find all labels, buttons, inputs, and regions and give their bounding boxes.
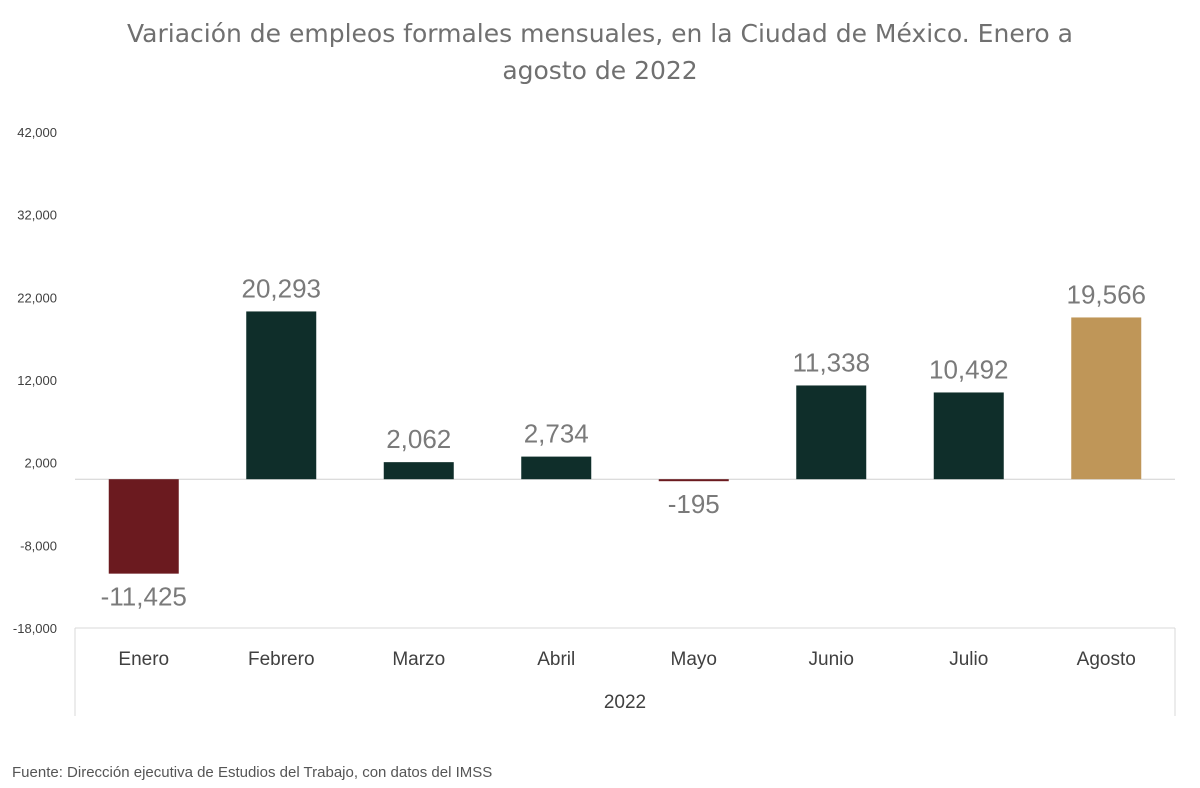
bar-julio (933, 392, 1004, 480)
bar-agosto (1071, 317, 1142, 480)
bar-abril (521, 456, 592, 480)
data-label-enero: -11,425 (101, 582, 187, 612)
y-tick-label: 22,000 (17, 290, 57, 305)
y-tick-label: -18,000 (13, 621, 57, 636)
y-tick-label: 42,000 (17, 125, 57, 140)
x-group-label: 2022 (604, 692, 646, 713)
chart-title-line: agosto de 2022 (502, 56, 697, 85)
bars (108, 311, 1142, 574)
x-axis: Enero Febrero Marzo Abril Mayo Junio Julio Agos… (74, 627, 1176, 716)
data-label-febrero: 20,293 (241, 273, 321, 303)
bar-enero (108, 479, 179, 574)
bar-junio (796, 385, 867, 480)
y-tick-label: -8,000 (20, 538, 57, 553)
data-label-marzo: 2,062 (386, 424, 451, 454)
x-tick-label: Mayo (671, 649, 717, 670)
data-label-junio: 11,338 (792, 347, 870, 377)
data-label-julio: 10,492 (929, 354, 1009, 384)
y-tick-label: 12,000 (17, 373, 57, 388)
y-tick-label: 2,000 (24, 456, 57, 471)
y-axis: 42,000 32,000 22,000 12,000 2,000 -8,000 -18,0… (13, 125, 1175, 636)
x-tick-label: Enero (118, 649, 169, 670)
x-tick-label: Agosto (1077, 649, 1136, 670)
y-tick-label: 32,000 (17, 208, 57, 223)
chart-title: Variación de empleos formales mensuales,… (127, 19, 1073, 85)
data-label-agosto: 19,566 (1066, 279, 1146, 309)
x-tick-label: Marzo (392, 649, 445, 670)
x-tick-label: Abril (537, 649, 575, 670)
x-tick-label: Febrero (248, 649, 315, 670)
data-label-mayo: -195 (668, 489, 720, 519)
x-tick-label: Junio (809, 649, 854, 670)
bar-marzo (383, 462, 454, 480)
chart-title-line: Variación de empleos formales mensuales,… (127, 19, 1073, 48)
data-labels: -11,425 20,293 2,062 2,734 -195 11,338 10,492 1… (101, 273, 1146, 611)
bar-febrero (246, 311, 317, 480)
source-note: Fuente: Dirección ejecutiva de Estudios … (12, 764, 492, 781)
x-tick-label: Julio (949, 649, 988, 670)
data-label-abril: 2,734 (524, 419, 589, 449)
bar-mayo (658, 479, 729, 482)
